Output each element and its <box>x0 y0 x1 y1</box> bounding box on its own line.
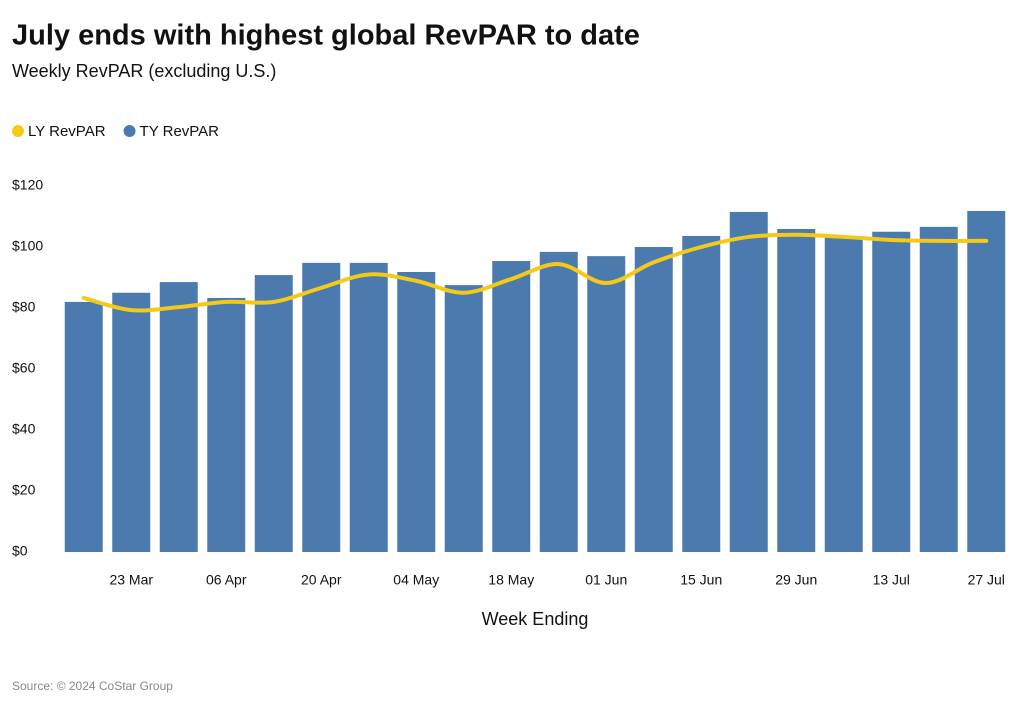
y-tick-label: $60 <box>12 360 36 376</box>
x-tick-label: 18 May <box>488 572 534 588</box>
y-tick-label: $0 <box>12 543 28 559</box>
x-tick-label: 23 Mar <box>109 572 153 588</box>
source: Source: © 2024 CoStar Group <box>12 679 173 693</box>
legend-marker <box>123 125 136 137</box>
bar <box>112 292 151 552</box>
x-axis-title: Week Ending <box>482 609 589 629</box>
bar <box>919 226 958 552</box>
bar <box>682 236 721 552</box>
bar <box>967 211 1006 552</box>
chart-subtitle: Weekly RevPAR (excluding U.S.) <box>12 61 276 81</box>
bar <box>64 301 103 552</box>
x-tick-label: 20 Apr <box>301 572 342 588</box>
y-tick-label: $80 <box>12 299 36 315</box>
legend-label: LY RevPAR <box>28 123 106 140</box>
x-tick-label: 15 Jun <box>680 572 722 588</box>
chart-title: July ends with highest global RevPAR to … <box>12 20 640 52</box>
bar <box>777 229 816 552</box>
bar <box>254 275 293 552</box>
x-tick-label: 06 Apr <box>206 572 247 588</box>
bar <box>872 231 911 552</box>
x-tick-label: 13 Jul <box>873 572 910 588</box>
y-tick-label: $100 <box>12 238 43 254</box>
x-tick-label: 04 May <box>393 572 439 588</box>
bar <box>539 251 578 552</box>
y-tick-label: $120 <box>12 177 43 193</box>
bar <box>444 285 483 552</box>
bar <box>207 297 246 552</box>
bar <box>349 262 388 552</box>
bar <box>634 247 673 552</box>
bar <box>587 256 626 552</box>
bar <box>397 272 436 552</box>
bar <box>159 282 198 552</box>
y-tick-label: $40 <box>12 421 36 437</box>
legend-marker <box>12 125 24 137</box>
bar <box>729 211 768 553</box>
y-tick-label: $20 <box>12 482 36 498</box>
legend-label: TY RevPAR <box>140 123 220 140</box>
x-tick-label: 27 Jul <box>968 572 1005 588</box>
line <box>81 232 989 313</box>
bar <box>492 261 531 552</box>
bar <box>824 236 863 552</box>
x-tick-label: 01 Jun <box>585 572 627 588</box>
x-tick-label: 29 Jun <box>775 572 817 588</box>
bar <box>302 262 341 552</box>
